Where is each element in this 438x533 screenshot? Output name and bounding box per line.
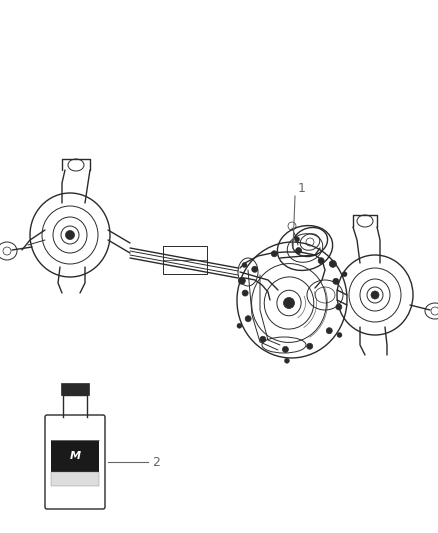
Circle shape <box>66 230 74 239</box>
Circle shape <box>283 297 294 309</box>
Circle shape <box>371 291 379 299</box>
Circle shape <box>242 263 247 268</box>
Text: 1: 1 <box>298 182 306 195</box>
FancyBboxPatch shape <box>61 383 89 395</box>
Circle shape <box>260 336 266 342</box>
Text: M: M <box>70 451 81 461</box>
Circle shape <box>252 266 258 272</box>
Circle shape <box>271 251 277 257</box>
Circle shape <box>326 328 332 334</box>
FancyBboxPatch shape <box>51 440 99 472</box>
Circle shape <box>333 278 339 284</box>
Text: 2: 2 <box>152 456 160 469</box>
Circle shape <box>238 277 245 284</box>
Circle shape <box>337 333 342 337</box>
Circle shape <box>307 343 313 349</box>
FancyBboxPatch shape <box>51 472 99 486</box>
Circle shape <box>318 257 324 264</box>
Circle shape <box>237 324 242 328</box>
Circle shape <box>242 290 248 296</box>
Circle shape <box>336 304 342 310</box>
Circle shape <box>283 346 288 352</box>
Circle shape <box>296 248 302 254</box>
Circle shape <box>245 316 251 322</box>
Circle shape <box>295 237 300 242</box>
Circle shape <box>342 272 347 277</box>
Circle shape <box>329 260 336 268</box>
Circle shape <box>284 358 290 364</box>
